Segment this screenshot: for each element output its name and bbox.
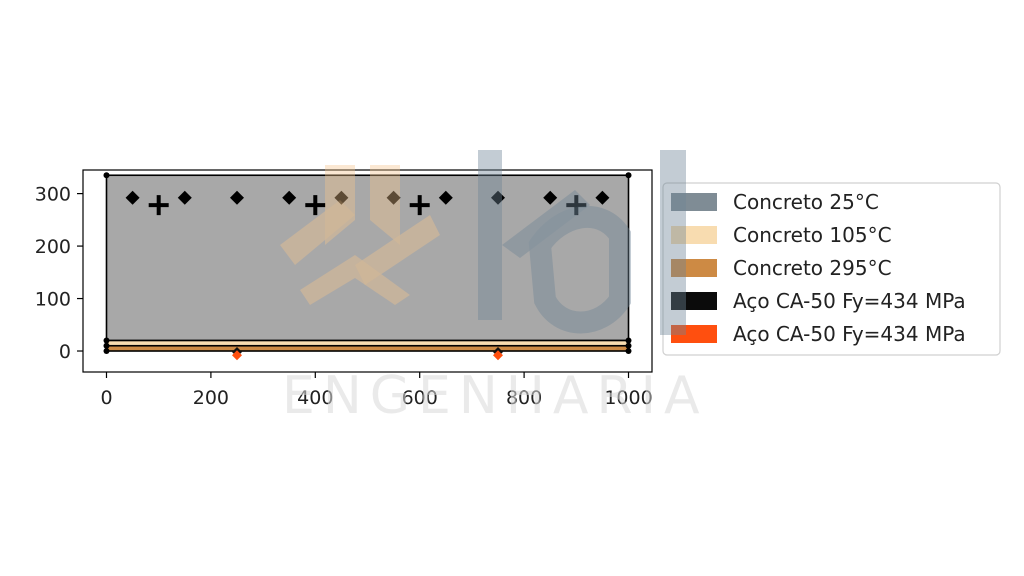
legend-label: Concreto 105°C <box>733 223 892 247</box>
legend-label: Aço CA-50 Fy=434 MPa <box>733 322 966 346</box>
corner-point <box>103 342 110 349</box>
diamond-marker <box>282 190 297 205</box>
x-tick-label: 1000 <box>604 387 652 409</box>
corner-point <box>103 337 110 344</box>
legend-label: Concreto 295°C <box>733 256 892 280</box>
diamond-marker <box>334 190 349 205</box>
y-tick-label: 100 <box>35 289 71 311</box>
corner-point <box>625 342 632 349</box>
region-2 <box>105 344 630 352</box>
y-tick-label: 0 <box>59 341 71 363</box>
x-tick-label: 400 <box>297 387 333 409</box>
watermark-logo-icon <box>280 150 686 335</box>
plus-marker <box>566 195 587 216</box>
y-tick-label: 300 <box>35 184 71 206</box>
plus-marker <box>305 195 326 216</box>
diamond-marker <box>595 190 610 205</box>
corner-point <box>625 348 632 355</box>
legend-swatch <box>671 292 717 310</box>
diamond-marker <box>386 190 401 205</box>
legend-label: Aço CA-50 Fy=434 MPa <box>733 289 966 313</box>
rebar-marker-orange <box>231 350 242 361</box>
rebar-marker-orange <box>493 350 504 361</box>
diamond-marker <box>177 190 192 205</box>
x-tick-label: 600 <box>402 387 438 409</box>
corner-point <box>103 172 110 179</box>
legend-swatch <box>671 226 717 244</box>
diamond-marker <box>543 190 558 205</box>
legend-box <box>662 182 1001 356</box>
legend-swatch <box>671 193 717 211</box>
corner-point <box>103 348 110 355</box>
legend: Concreto 25°C Concreto 105°C Concreto 295°… <box>662 182 1001 356</box>
watermark: ENGENHARIA <box>280 150 708 426</box>
axes-frame <box>82 169 653 373</box>
corner-point <box>625 337 632 344</box>
plus-marker <box>409 195 430 216</box>
plot-area: 0 200 400 600 800 1000 0 100 200 300 <box>35 169 653 409</box>
diamond-marker <box>438 190 453 205</box>
legend-swatch <box>671 259 717 277</box>
watermark-text: ENGENHARIA <box>282 366 708 426</box>
y-tick-label: 200 <box>35 236 71 258</box>
corner-point <box>625 172 632 179</box>
x-tick-label: 800 <box>506 387 542 409</box>
diamond-marker <box>491 190 506 205</box>
diamond-marker <box>229 190 244 205</box>
legend-swatch <box>671 325 717 343</box>
diamond-marker <box>125 190 140 205</box>
x-tick-label: 0 <box>100 387 112 409</box>
region-0 <box>105 174 630 342</box>
plus-marker <box>148 195 169 216</box>
legend-label: Concreto 25°C <box>733 190 879 214</box>
x-tick-label: 200 <box>193 387 229 409</box>
